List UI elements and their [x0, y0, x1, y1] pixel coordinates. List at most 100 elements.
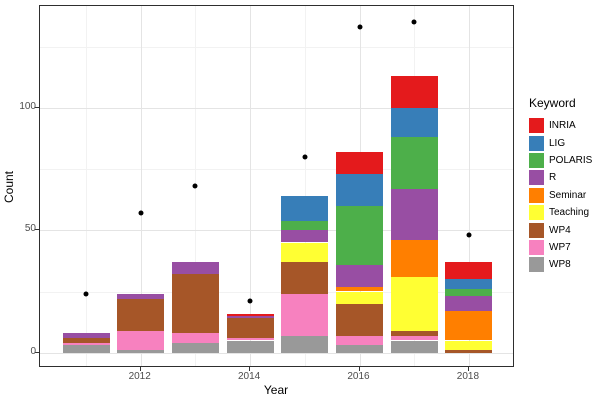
y-tick: [35, 107, 39, 108]
gridline-v-major: [250, 6, 252, 366]
legend-label: INRIA: [549, 120, 576, 132]
total-point-2014: [247, 298, 253, 304]
x-tick: [139, 367, 141, 371]
bar-segment-teaching-2015: [281, 242, 329, 263]
y-tick: [35, 229, 39, 231]
total-point-2013: [192, 183, 198, 189]
legend-swatch-wp7: [529, 239, 544, 255]
bar-segment-lig-2018: [445, 279, 493, 290]
x-tick-label: 2014: [237, 371, 261, 382]
legend-swatch-wp4: [529, 222, 544, 238]
legend-item-polaris: POLARIS: [529, 152, 599, 169]
bar-segment-r-2018: [445, 296, 493, 312]
gridline-h-minor: [40, 169, 513, 171]
legend-label: Teaching: [549, 207, 590, 219]
total-point-2011: [83, 291, 89, 297]
gridline-v-major: [140, 6, 142, 366]
legend-swatch-wp8: [529, 257, 544, 273]
x-axis-title: Year: [263, 383, 289, 397]
bar-segment-wp8-2011: [62, 345, 110, 353]
gridline-h-minor: [40, 291, 513, 293]
gridline-v-minor: [86, 6, 87, 366]
total-point-2016: [357, 24, 362, 30]
legend-label: WP7: [549, 241, 571, 253]
legend-items: INRIA LIG POLARIS R Seminar Teaching WP4 WP7 WP8: [529, 117, 599, 274]
total-point-2012: [138, 210, 144, 216]
bar-segment-wp7-2011: [62, 342, 110, 346]
gridline-h-major: [40, 108, 513, 109]
plot-panel: [39, 5, 514, 367]
bar-segment-inria-2014: [226, 313, 274, 316]
x-tick: [358, 367, 360, 371]
gridline-h-major: [40, 230, 513, 232]
bar-segment-wp4-2012: [117, 298, 165, 331]
bar-segment-wp8-2015: [281, 335, 329, 353]
bar-segment-inria-2018: [445, 262, 493, 280]
bar-segment-seminar-2018: [445, 311, 493, 341]
bar-segment-r-2012: [117, 294, 165, 299]
bar-segment-wp8-2012: [117, 350, 165, 353]
gridline-h-minor: [40, 46, 513, 48]
bar-segment-wp4-2018: [445, 350, 493, 353]
bar-segment-wp8-2017: [390, 340, 438, 353]
y-tick-label: 100: [19, 101, 36, 112]
legend-swatch-teaching: [529, 205, 544, 221]
y-tick-label: 50: [24, 223, 36, 235]
legend-label: POLARIS: [549, 154, 593, 166]
bar-segment-r-2015: [281, 230, 329, 243]
bar-segment-wp7-2012: [117, 330, 165, 351]
bar-segment-r-2016: [336, 264, 383, 287]
bar-segment-polaris-2017: [390, 137, 438, 189]
bar-segment-polaris-2016: [336, 205, 383, 265]
legend-swatch-seminar: [529, 187, 544, 203]
legend-title: Keyword: [529, 96, 576, 110]
bar-segment-wp7-2017: [390, 335, 438, 341]
bar-segment-r-2013: [171, 262, 219, 275]
y-tick-label: 0: [30, 345, 36, 357]
legend-swatch-lig: [529, 135, 544, 151]
x-tick-label: 2016: [347, 371, 370, 382]
bar-segment-wp4-2016: [336, 303, 383, 336]
total-point-2018: [466, 232, 472, 238]
gridline-v-major: [468, 6, 470, 366]
bar-segment-r-2017: [390, 188, 438, 241]
bar-segment-wp7-2014: [226, 338, 274, 341]
bar-segment-teaching-2018: [445, 340, 493, 351]
legend-swatch-polaris: [529, 152, 544, 168]
legend-label: Seminar: [549, 189, 587, 201]
gridline-v-minor: [304, 6, 306, 366]
bar-segment-polaris-2018: [445, 289, 493, 297]
legend-item-inria: INRIA: [529, 117, 599, 134]
x-tick-label: 2018: [456, 371, 480, 382]
bar-segment-polaris-2015: [281, 220, 329, 231]
legend-label: WP4: [549, 224, 571, 236]
bar-segment-r-2011: [62, 333, 110, 338]
total-point-2015: [302, 154, 308, 160]
bar-segment-lig-2016: [336, 174, 383, 206]
x-tick: [249, 367, 251, 371]
bar-segment-wp8-2013: [171, 342, 219, 353]
bar-segment-r-2014: [226, 316, 274, 319]
bar-segment-inria-2016: [336, 152, 383, 174]
bar-segment-wp7-2015: [281, 294, 329, 336]
bar-segment-wp8-2014: [226, 340, 274, 353]
bar-segment-wp7-2013: [171, 333, 219, 343]
bar-segment-teaching-2017: [390, 276, 438, 331]
bar-segment-lig-2017: [390, 108, 438, 138]
legend-swatch-inria: [529, 118, 544, 134]
total-point-2017: [411, 19, 417, 25]
y-axis-title: Count: [2, 170, 16, 204]
bar-segment-wp7-2016: [336, 335, 383, 346]
bar-segment-seminar-2017: [390, 240, 438, 277]
legend-item-wp8: WP8: [529, 256, 599, 273]
legend-item-r: R: [529, 169, 599, 186]
legend-swatch-r: [529, 170, 544, 186]
bar-segment-inria-2017: [390, 76, 438, 108]
bar-segment-wp4-2017: [390, 330, 438, 336]
bar-segment-wp4-2011: [62, 338, 110, 343]
bar-segment-lig-2015: [281, 196, 329, 221]
bar-segment-wp4-2014: [226, 318, 274, 338]
legend-item-teaching: Teaching: [529, 204, 599, 221]
legend-label: R: [549, 172, 557, 184]
